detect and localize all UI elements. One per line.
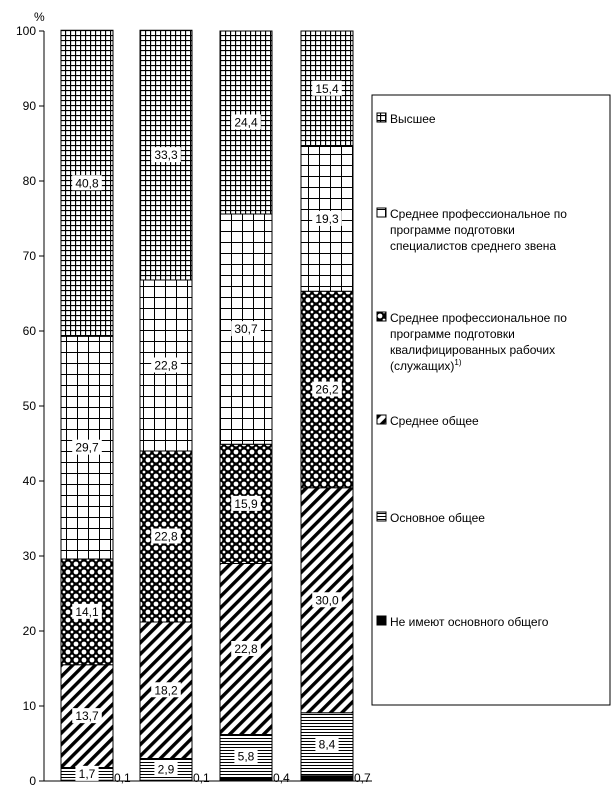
value-label-bg — [312, 592, 342, 608]
y-tick-label: 20 — [23, 624, 37, 638]
value-label-bg — [231, 495, 261, 511]
legend-label: Среднее профессиональное по — [390, 311, 567, 325]
value-label: 15,4 — [315, 82, 339, 96]
y-unit-label: % — [34, 10, 45, 24]
legend-label: Среднее профессиональное по — [390, 207, 567, 221]
value-label: 0,7 — [354, 771, 371, 785]
value-label-bg — [231, 641, 261, 656]
value-label: 8,4 — [319, 737, 336, 751]
y-tick-label: 100 — [16, 24, 36, 38]
legend-label: квалифицированных рабочих — [390, 343, 555, 357]
y-tick-label: 90 — [23, 99, 37, 113]
value-label: 22,8 — [234, 642, 258, 656]
value-label: 13,7 — [75, 709, 99, 723]
legend-label: программе подготовки — [390, 223, 515, 237]
value-label-bg — [75, 765, 99, 781]
value-label-bg — [151, 147, 181, 163]
value-label: 0,1 — [193, 771, 210, 785]
y-tick-label: 70 — [23, 249, 37, 263]
legend-label: Не имеют основного общего — [390, 615, 549, 629]
value-label: 30,7 — [234, 322, 258, 336]
bars — [60, 29, 354, 782]
value-labels: 0,1 1,7 13,7 14,1 29,7 40,8 0,1 2,9 18,2 22,8 22,8… — [72, 80, 371, 785]
y-tick-label: 50 — [23, 399, 37, 413]
legend: Высшее Среднее профессиональное по програм… — [371, 94, 611, 706]
legend-label: специалистов среднего звена — [390, 239, 556, 253]
value-label: 30,0 — [315, 593, 339, 607]
y-tick-label: 40 — [23, 474, 37, 488]
legend-label: программе подготовки — [390, 327, 515, 341]
legend-swatch — [376, 414, 387, 425]
y-tick-label: 80 — [23, 174, 37, 188]
value-label-bg — [151, 528, 181, 544]
value-label: 19,3 — [315, 212, 339, 226]
value-label-bg — [231, 321, 261, 337]
value-label-bg — [234, 748, 258, 764]
legend-label: Высшее — [390, 112, 436, 126]
value-label: 2,9 — [158, 762, 175, 776]
y-tick-label: 10 — [23, 699, 37, 713]
value-label: 26,2 — [315, 383, 339, 397]
value-label: 22,8 — [154, 530, 178, 544]
legend-swatch — [376, 511, 387, 522]
value-label-bg — [231, 114, 261, 130]
value-label: 5,8 — [238, 749, 255, 763]
value-label-bg — [154, 761, 178, 777]
value-label-bg — [312, 381, 342, 397]
value-label-bg — [315, 736, 339, 752]
y-tick-label: 30 — [23, 549, 37, 563]
legend-swatch — [376, 112, 387, 123]
value-label: 40,8 — [75, 176, 99, 190]
value-label-bg — [151, 682, 181, 698]
legend-box — [371, 94, 611, 706]
value-label-bg — [72, 708, 102, 724]
legend-label: Среднее общее — [390, 414, 479, 428]
axes: 0 10 20 30 40 50 60 70 80 90 100 — [16, 24, 372, 788]
legend-swatch — [376, 207, 387, 218]
value-label: 18,2 — [154, 683, 178, 697]
value-label: 15,9 — [234, 497, 258, 511]
value-label: 14,1 — [75, 605, 99, 619]
legend-label: Основное общее — [390, 511, 485, 525]
value-label-bg — [312, 210, 342, 226]
bar-segment — [300, 775, 354, 782]
y-tick-label: 60 — [23, 324, 37, 338]
value-label: 22,8 — [154, 359, 178, 373]
value-label-bg — [72, 439, 102, 455]
legend-items: Высшее Среднее профессиональное по програм… — [376, 112, 567, 629]
value-label-bg — [72, 175, 102, 191]
value-label: 24,4 — [234, 116, 258, 130]
value-label: 29,7 — [75, 441, 99, 455]
value-label-bg — [151, 357, 181, 373]
y-tick-label: 0 — [29, 774, 36, 788]
value-label-bg — [312, 80, 342, 96]
value-label: 0,1 — [114, 771, 131, 785]
legend-swatch — [376, 311, 387, 322]
value-label: 33,3 — [154, 148, 178, 162]
value-label: 0,4 — [273, 771, 290, 785]
value-label: 1,7 — [79, 767, 96, 781]
legend-label: (служащих)1) — [390, 358, 462, 373]
value-label-bg — [72, 603, 102, 619]
legend-swatch — [376, 615, 387, 626]
